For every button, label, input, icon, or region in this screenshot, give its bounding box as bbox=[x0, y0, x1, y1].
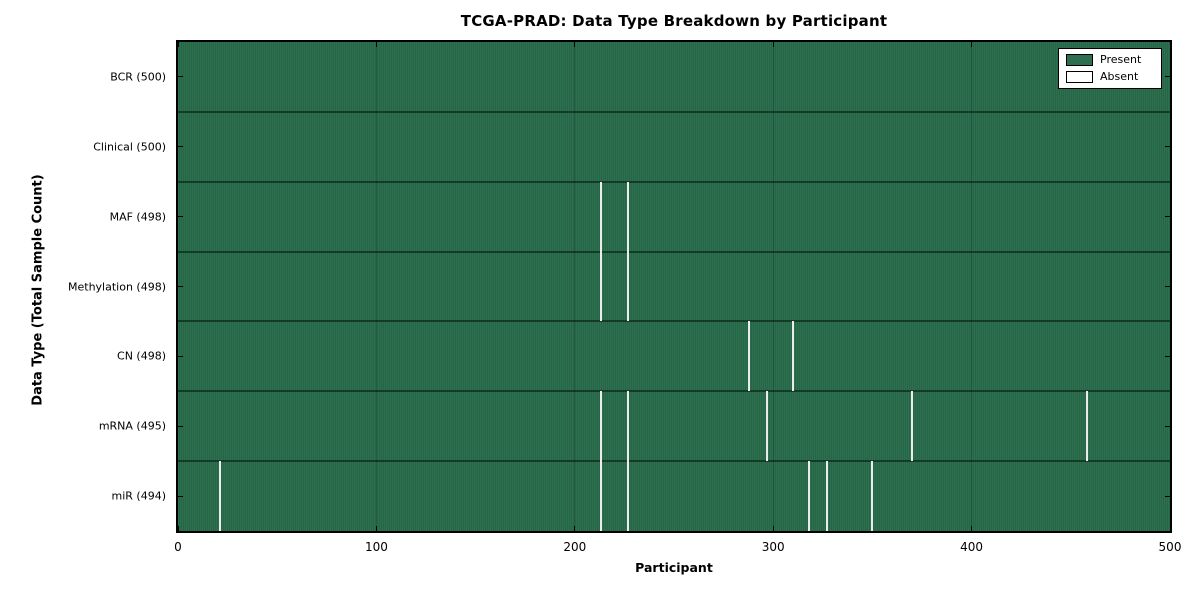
absent-line bbox=[871, 461, 874, 531]
absent-line bbox=[911, 391, 914, 462]
y-tick-mark-right bbox=[1165, 425, 1170, 427]
y-tick-mark-left bbox=[178, 216, 183, 218]
absent-line bbox=[599, 181, 602, 252]
y-tick-label: miR (494) bbox=[111, 489, 167, 503]
row-separator bbox=[178, 320, 1170, 323]
absent-line bbox=[792, 321, 794, 392]
x-tick-mark-bottom bbox=[772, 526, 774, 531]
x-tick-mark-top bbox=[177, 42, 179, 47]
x-tick-label: 400 bbox=[960, 540, 984, 554]
y-tick-label: mRNA (495) bbox=[98, 419, 166, 433]
row-separator bbox=[178, 110, 1170, 113]
row-separator bbox=[178, 390, 1170, 393]
x-tick-label: 200 bbox=[563, 540, 587, 554]
absent-line bbox=[766, 391, 769, 462]
y-tick-label: MAF (498) bbox=[109, 210, 166, 224]
absent-line bbox=[807, 461, 810, 531]
x-tick-label: 500 bbox=[1158, 540, 1182, 554]
y-tick-mark-left bbox=[178, 425, 183, 427]
absent-line bbox=[599, 461, 602, 531]
absent-line bbox=[599, 251, 602, 322]
x-tick-mark-top bbox=[574, 42, 576, 47]
absent-line bbox=[627, 391, 630, 462]
absent-line bbox=[599, 391, 602, 462]
x-axis-label: Participant bbox=[635, 560, 713, 575]
legend-swatch-present bbox=[1066, 54, 1093, 66]
y-tick-mark-left bbox=[178, 146, 183, 148]
x-tick-mark-bottom bbox=[574, 526, 576, 531]
legend: Present Absent bbox=[1058, 48, 1162, 89]
legend-label-present: Present bbox=[1100, 53, 1142, 66]
x-tick-mark-bottom bbox=[971, 526, 973, 531]
absent-line bbox=[1085, 391, 1088, 462]
x-tick-mark-bottom bbox=[1169, 526, 1171, 531]
y-tick-label: Methylation (498) bbox=[68, 280, 166, 293]
row-separator bbox=[178, 250, 1170, 253]
y-tick-mark-right bbox=[1165, 216, 1170, 218]
legend-label-absent: Absent bbox=[1100, 70, 1139, 83]
y-tick-label: BCR (500) bbox=[110, 70, 166, 84]
x-gridline bbox=[971, 42, 973, 531]
legend-swatch-absent bbox=[1066, 71, 1093, 83]
x-tick-mark-top bbox=[772, 42, 774, 47]
y-tick-mark-left bbox=[178, 76, 183, 78]
y-tick-mark-right bbox=[1165, 146, 1170, 148]
chart-title: TCGA-PRAD: Data Type Breakdown by Partic… bbox=[460, 12, 888, 30]
x-tick-label: 300 bbox=[761, 540, 785, 554]
y-tick-mark-right bbox=[1165, 355, 1170, 357]
y-tick-label: Clinical (500) bbox=[93, 140, 166, 154]
row-separator bbox=[178, 460, 1170, 463]
absent-line bbox=[627, 461, 630, 531]
y-tick-mark-right bbox=[1165, 76, 1170, 78]
x-tick-label: 100 bbox=[364, 540, 388, 554]
y-tick-label: CN (498) bbox=[117, 349, 166, 363]
x-tick-label: 0 bbox=[174, 540, 182, 554]
legend-entry-present: Present bbox=[1066, 54, 1154, 66]
x-tick-mark-top bbox=[971, 42, 973, 47]
x-tick-mark-bottom bbox=[375, 526, 377, 531]
x-tick-mark-top bbox=[1169, 42, 1171, 47]
x-tick-mark-bottom bbox=[177, 526, 179, 531]
y-tick-mark-right bbox=[1165, 286, 1170, 287]
y-tick-mark-right bbox=[1165, 495, 1170, 497]
x-gridline bbox=[772, 42, 774, 531]
legend-entry-absent: Absent bbox=[1066, 71, 1154, 83]
y-tick-mark-left bbox=[178, 286, 183, 287]
x-tick-mark-top bbox=[375, 42, 377, 47]
absent-line bbox=[627, 251, 630, 322]
y-tick-mark-left bbox=[178, 355, 183, 357]
row-separator bbox=[178, 180, 1170, 183]
absent-line bbox=[748, 321, 751, 392]
x-gridline bbox=[375, 42, 377, 531]
absent-line bbox=[627, 181, 630, 252]
x-gridline bbox=[574, 42, 576, 531]
y-tick-mark-left bbox=[178, 495, 183, 497]
plot-area: Present Absent bbox=[176, 40, 1172, 533]
absent-line bbox=[218, 461, 221, 531]
absent-line bbox=[825, 461, 828, 531]
